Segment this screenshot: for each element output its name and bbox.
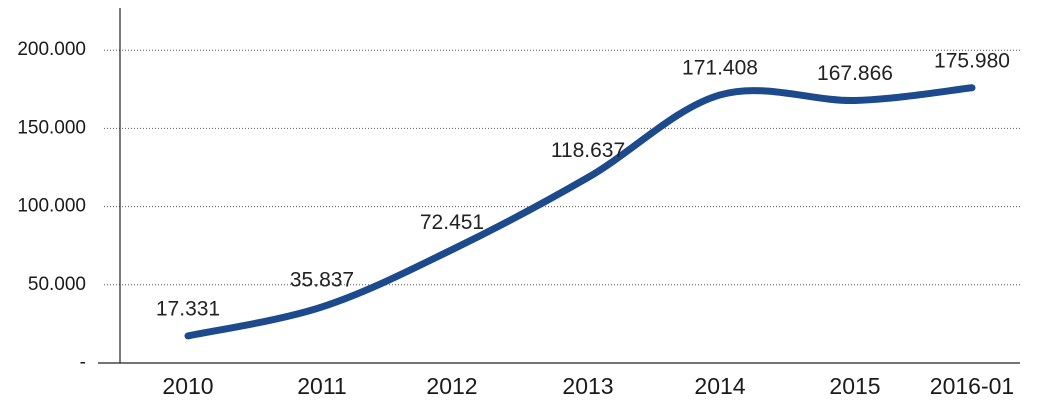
data-label: 175.980 [934, 49, 1010, 72]
x-tick-label: 2010 [162, 373, 213, 399]
data-label: 17.331 [156, 297, 220, 320]
y-tick-label: - [80, 352, 86, 373]
y-tick-label: 150.000 [17, 117, 86, 138]
data-label: 35.837 [290, 269, 354, 292]
line [184, 84, 976, 340]
y-tick-label: 100.000 [17, 196, 86, 217]
data-label: 171.408 [682, 56, 758, 79]
y-tick-label: 200.000 [17, 39, 86, 60]
x-tick-label: 2015 [829, 373, 880, 399]
x-tick-label: 2012 [426, 373, 477, 399]
x-tick-label: 2014 [694, 373, 745, 399]
x-tick-label: 2011 [297, 373, 346, 399]
data-label: 72.451 [420, 211, 484, 234]
x-tick-label: 2013 [562, 373, 613, 399]
x-tick-label: 2016-01 [930, 373, 1014, 399]
data-label: 118.637 [551, 139, 625, 162]
data-label: 167.866 [817, 62, 893, 85]
y-tick-label: 50.000 [28, 274, 86, 295]
